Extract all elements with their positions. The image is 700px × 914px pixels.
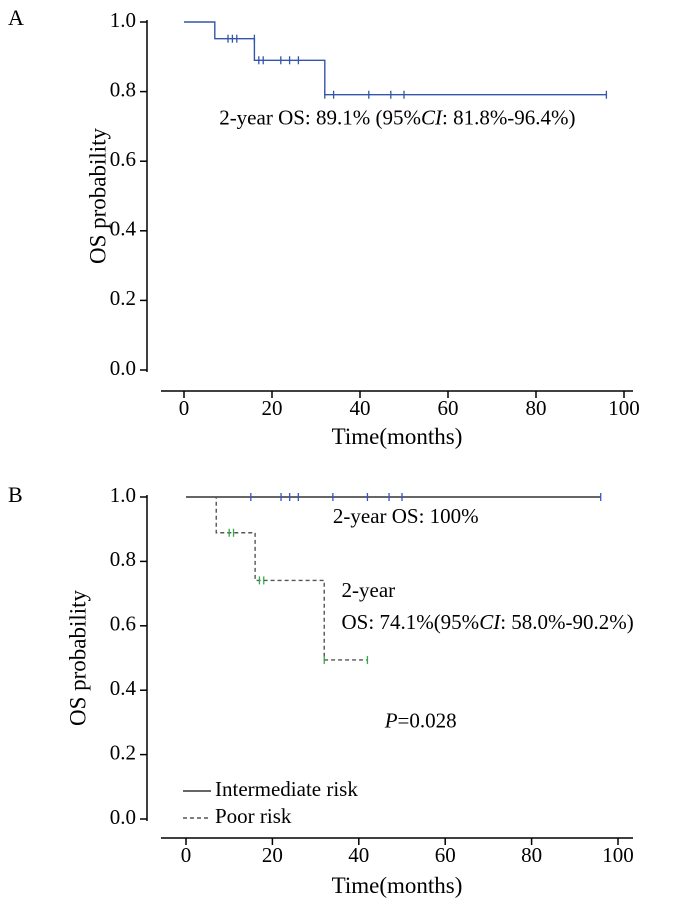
x-tick-label: 60 [435,843,456,867]
y-tick-label: 0.8 [110,547,136,571]
annotation: 2-year OS: 100% [333,504,479,528]
y-tick-label: 0.2 [110,286,136,310]
x-tick-label: 0 [181,843,192,867]
x-tick-label: 80 [526,396,547,420]
annotation: 2-year OS: 89.1% (95%CI: 81.8%-96.4%) [219,105,575,129]
panel-a: A 0 20 40 60 80 100 0.0 0.2 0.4 0.6 0.8 1.0 Time(mont… [8,5,640,449]
panel-b: B 0 20 40 60 80 100 0.0 0.2 0.4 0.6 0.8 1.0 Time(mont… [8,482,634,898]
y-tick-label: 1.0 [110,483,136,507]
x-axis-title: Time(months) [332,873,463,898]
y-tick-label: 0.0 [110,356,136,380]
x-axis-title: Time(months) [332,424,463,449]
x-tick-label: 20 [262,843,283,867]
legend-label: Poor risk [215,804,292,828]
y-tick-label: 0.6 [110,612,136,636]
y-tick-label: 0.0 [110,805,136,829]
y-tick-label: 0.2 [110,740,136,764]
panel-label: A [8,5,24,30]
legend-label: Intermediate risk [215,777,358,801]
y-tick-label: 0.4 [110,217,137,241]
series-line-poor-risk [186,496,368,661]
x-tick-label: 100 [602,843,634,867]
y-tick-label: 0.8 [110,77,136,101]
x-tick-label: 60 [438,396,459,420]
annotation: 2-year [342,578,396,602]
annotation: OS: 74.1%(95%CI: 58.0%-90.2%) [342,610,634,634]
annotation: P=0.028 [384,708,457,732]
panel-label: B [8,482,23,507]
x-tick-label: 40 [348,843,369,867]
y-axis-title: OS probability [85,127,110,264]
y-tick-label: 0.6 [110,147,136,171]
y-tick-label: 0.4 [110,676,137,700]
series-line-0 [184,21,607,96]
x-tick-label: 100 [608,396,640,420]
y-tick-label: 1.0 [110,8,136,32]
y-axis-title: OS probability [65,589,90,726]
x-tick-label: 0 [179,396,190,420]
x-tick-label: 40 [350,396,371,420]
x-tick-label: 80 [521,843,542,867]
x-tick-label: 20 [262,396,283,420]
